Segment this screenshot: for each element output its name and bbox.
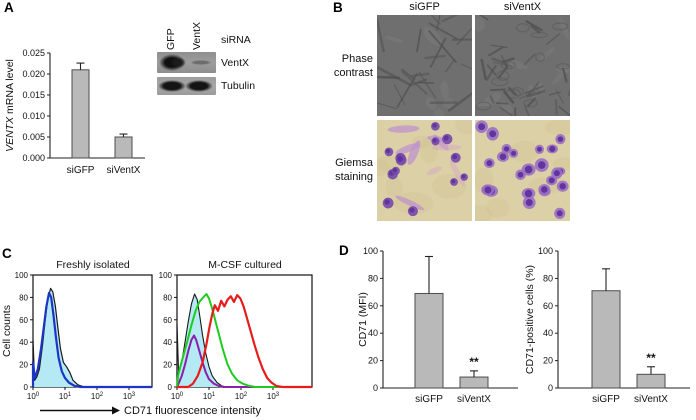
panel-a-label: A (4, 0, 14, 15)
svg-text:60: 60 (163, 316, 172, 325)
svg-text:siGFP: siGFP (67, 165, 95, 176)
svg-text:60: 60 (543, 301, 553, 311)
svg-text:100: 100 (159, 271, 173, 280)
svg-text:80: 80 (19, 293, 28, 302)
phase-contrast-image-sigfp (377, 15, 472, 116)
svg-text:80: 80 (543, 273, 553, 283)
svg-text:80: 80 (368, 273, 378, 283)
svg-text:siVentX: siVentX (634, 394, 668, 405)
svg-text:100: 100 (171, 392, 184, 401)
svg-text:0: 0 (168, 383, 173, 392)
svg-text:0.005: 0.005 (22, 132, 45, 142)
svg-text:0.010: 0.010 (22, 111, 45, 121)
svg-text:100: 100 (538, 246, 553, 256)
svg-text:Cell counts: Cell counts (1, 305, 13, 357)
svg-text:0.025: 0.025 (22, 48, 45, 58)
svg-text:100: 100 (15, 271, 29, 280)
blot-strip-ventx (157, 52, 216, 73)
svg-text:siGFP: siGFP (592, 394, 620, 405)
blot-strip-tubulin (157, 77, 216, 95)
svg-text:40: 40 (163, 338, 172, 347)
svg-text:VENTX mRNA level: VENTX mRNA level (4, 59, 16, 152)
svg-text:CD71-positive cells (%): CD71-positive cells (%) (524, 265, 536, 374)
svg-text:CD71 fluorescence intensity: CD71 fluorescence intensity (124, 405, 261, 417)
panel-d-label: D (339, 243, 349, 258)
blot-band-label-tubulin: Tubulin (221, 80, 256, 92)
svg-text:0.000: 0.000 (22, 153, 45, 163)
svg-text:siGFP: siGFP (415, 394, 443, 405)
blot-lane-label-gfp: GFP (165, 28, 177, 50)
svg-text:101: 101 (59, 392, 72, 401)
cd71-mfi-bar-chart: 0 20 40 60 80 100 CD71 (MFI) siGFP ** siVentX (357, 246, 518, 405)
b-row-label-phase-contrast: Phase contrast (333, 53, 373, 80)
cd71-flow-histograms: 0 20 40 60 80 100 100 101 102 103 Freshly isolated… (1, 259, 313, 417)
svg-text:siVentX: siVentX (107, 165, 141, 176)
blot-sirna-label: siRNA (221, 34, 251, 46)
svg-text:103: 103 (267, 392, 280, 401)
svg-text:100: 100 (27, 392, 40, 401)
blot-band-tubulin-siventx-lane (185, 80, 213, 92)
svg-text:60: 60 (19, 316, 28, 325)
blot-band-label-ventx: VentX (221, 57, 250, 69)
svg-text:**: ** (469, 355, 479, 369)
giemsa-image-sigfp (377, 120, 472, 221)
svg-text:102: 102 (91, 392, 104, 401)
svg-text:100: 100 (363, 246, 378, 256)
phase-contrast-image-siventx (475, 15, 570, 116)
svg-text:102: 102 (235, 392, 248, 401)
svg-text:40: 40 (19, 338, 28, 347)
svg-text:0: 0 (548, 383, 553, 393)
svg-text:101: 101 (203, 392, 216, 401)
svg-text:20: 20 (19, 361, 28, 370)
svg-text:60: 60 (368, 301, 378, 311)
blot-band-ventx-siventx-lane (190, 60, 212, 65)
b-row-label-giemsa-staining: Giemsa staining (335, 157, 373, 184)
svg-text:0.015: 0.015 (22, 90, 45, 100)
giemsa-image-siventx (475, 120, 570, 221)
panel-c-label: C (2, 246, 12, 261)
b-column-header-siventx: siVentX (503, 1, 542, 13)
svg-text:20: 20 (543, 356, 553, 366)
svg-text:20: 20 (368, 356, 378, 366)
svg-text:**: ** (646, 351, 656, 365)
blot-band-ventx-gfp-lane-core (170, 57, 186, 68)
svg-text:103: 103 (123, 392, 136, 401)
svg-text:40: 40 (368, 328, 378, 338)
svg-text:0.020: 0.020 (22, 69, 45, 79)
svg-text:siVentX: siVentX (457, 394, 491, 405)
blot-lane-label-ventx: VentX (191, 21, 203, 50)
svg-text:M-CSF cultured: M-CSF cultured (208, 259, 282, 271)
svg-text:80: 80 (163, 293, 172, 302)
svg-text:0: 0 (24, 383, 29, 392)
panel-b-label: B (333, 0, 343, 15)
svg-text:0: 0 (373, 383, 378, 393)
svg-text:40: 40 (543, 328, 553, 338)
svg-text:20: 20 (163, 361, 172, 370)
b-column-header-sigfp: siGFP (409, 1, 440, 13)
blot-band-tubulin-gfp-lane (158, 80, 186, 92)
svg-text:CD71 (MFI): CD71 (MFI) (357, 292, 369, 347)
svg-text:Freshly isolated: Freshly isolated (56, 259, 130, 271)
ventx-mrna-bar-chart: 0.000 0.005 0.010 0.015 0.020 0.025 VENTX mRNA… (4, 48, 145, 176)
